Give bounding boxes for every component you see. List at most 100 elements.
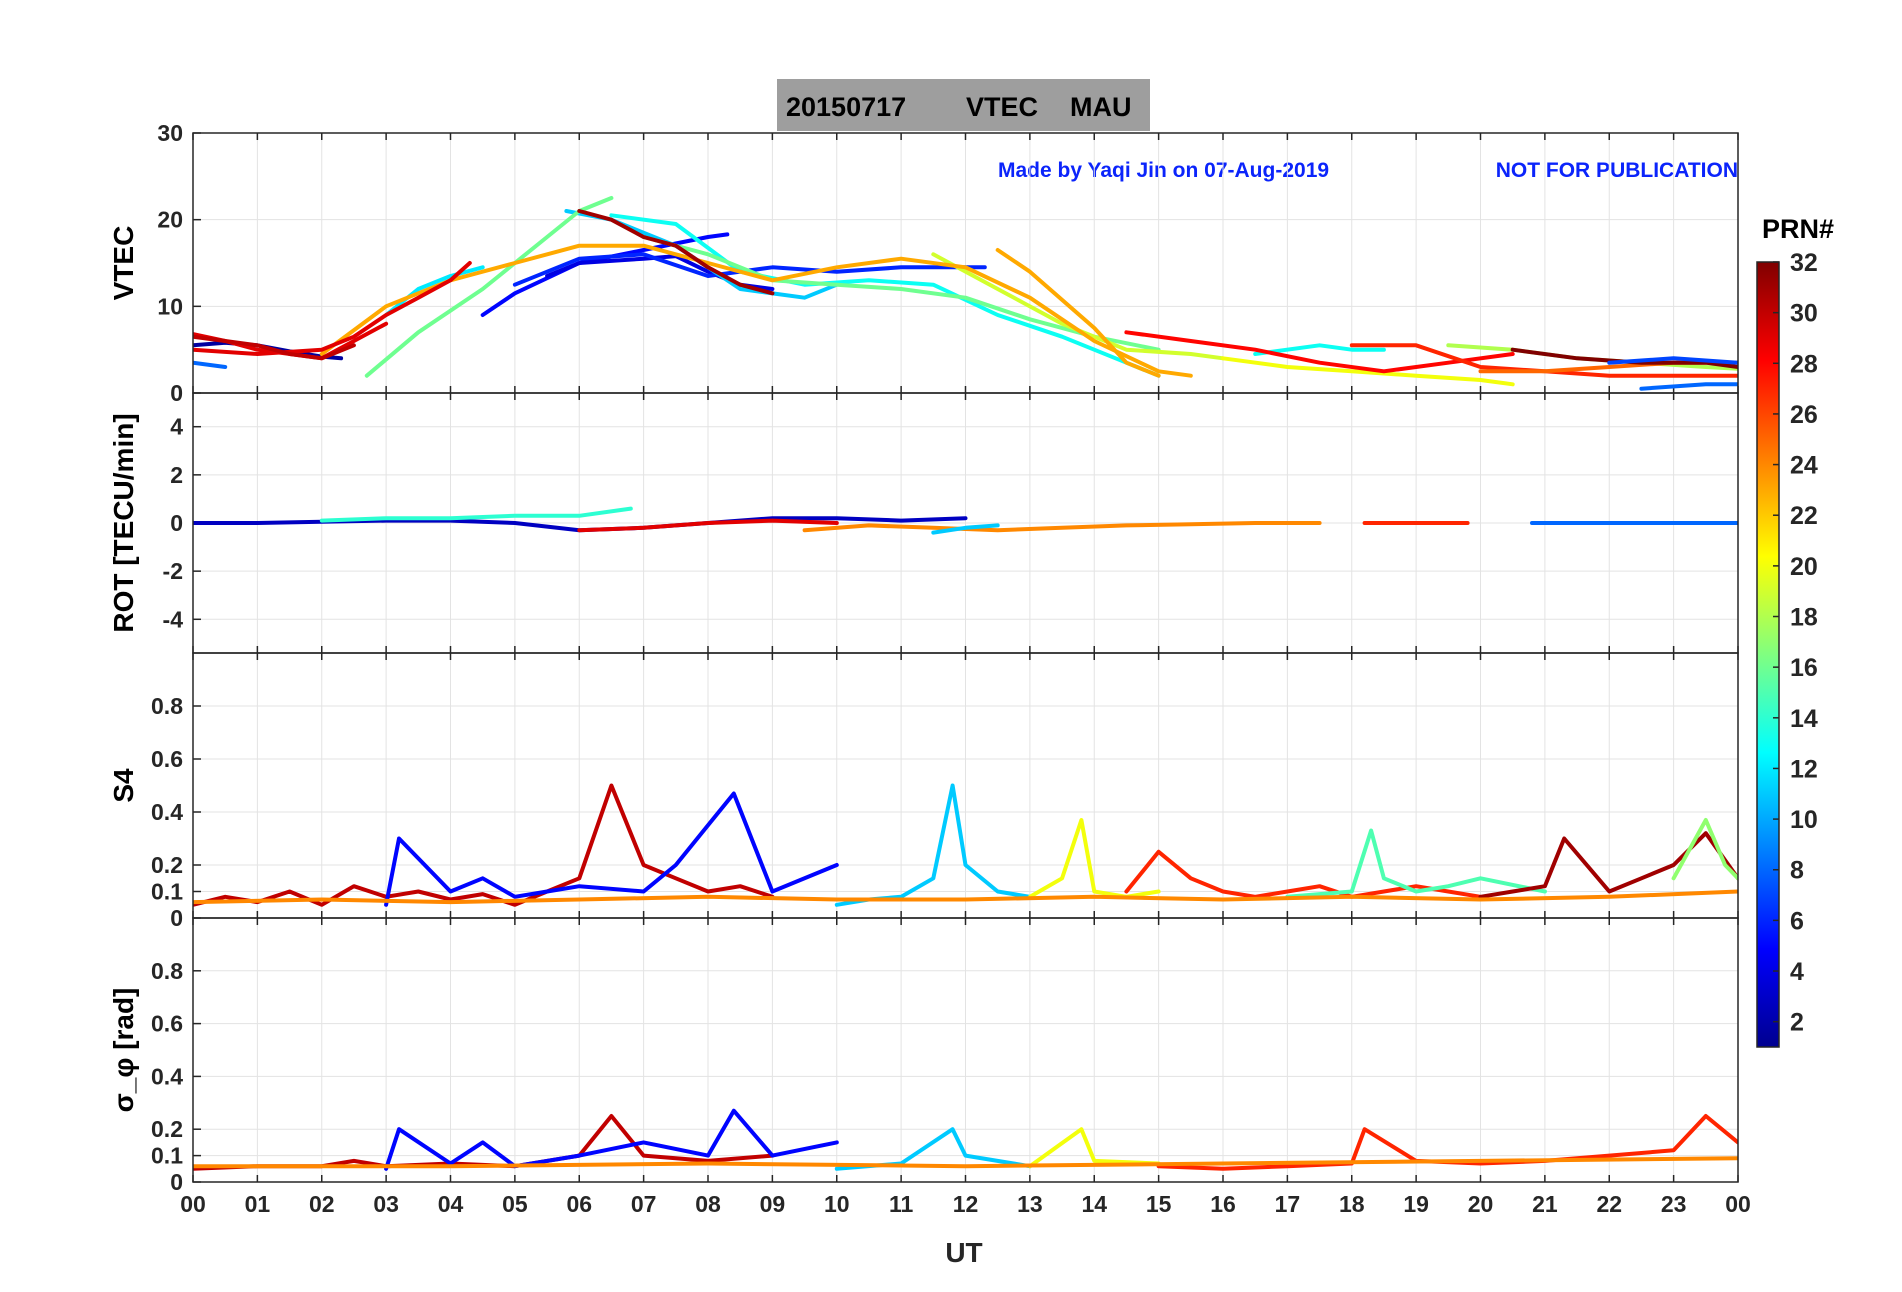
x-tick-label: 20	[1468, 1191, 1494, 1217]
panel-rot: -4 -2 0 2 4 ROT [TECU/min]	[108, 392, 1739, 654]
series-group-s4	[193, 783, 1738, 907]
x-tick-label: 12	[953, 1191, 979, 1217]
y-tick-label: 0	[170, 380, 183, 406]
y-tick-label: 0.8	[151, 693, 183, 719]
series-line-prn-19	[931, 252, 1225, 361]
x-tick-label: 04	[438, 1191, 464, 1217]
panel-frame	[192, 917, 1739, 1183]
series-line-prn-17	[1671, 818, 1738, 881]
series-line-prn-30	[193, 334, 356, 361]
colorbar-tick-label: 30	[1790, 300, 1818, 328]
series-line-prn-31	[577, 209, 775, 296]
y-axis-label-s4: S4	[108, 768, 139, 803]
colorbar-tick-label: 22	[1790, 502, 1818, 530]
x-tick-label: 01	[245, 1191, 271, 1217]
series-line-prn-16	[364, 196, 614, 378]
series-line-prn-24	[193, 889, 1738, 905]
series-line-prn-13	[1253, 343, 1386, 356]
x-tick-label: 03	[373, 1191, 399, 1217]
series-line-prn-11	[931, 523, 1000, 535]
series-line-prn-31	[1478, 831, 1738, 899]
y-tick-label: 0.6	[151, 746, 183, 772]
series-line-prn-28	[1124, 330, 1515, 374]
y-tick-label: 0.4	[151, 799, 183, 825]
series-group-sigma_phi	[193, 1108, 1738, 1171]
series-line-prn-8	[193, 360, 228, 369]
x-tick-label: 18	[1339, 1191, 1365, 1217]
y-tick-label: 0.1	[151, 879, 183, 905]
y-tick-label: 20	[157, 207, 183, 233]
series-line-prn-29	[193, 261, 472, 356]
colorbar-tick-label: 8	[1790, 857, 1804, 885]
y-tick-label: 0	[170, 1169, 183, 1195]
series-line-prn-30	[193, 783, 775, 907]
y-tick-label: 0	[170, 905, 183, 931]
series-line-prn-8	[1639, 382, 1738, 391]
colorbar-tick-label: 16	[1790, 654, 1818, 682]
x-tick-label: 19	[1403, 1191, 1429, 1217]
credit-notice: NOT FOR PUBLICATION	[1496, 159, 1738, 182]
y-tick-label: 0	[170, 510, 183, 536]
y-tick-label: 0.8	[151, 958, 183, 984]
colorbar-tick-label: 6	[1790, 907, 1804, 935]
series-group-rot	[193, 506, 1738, 535]
series-line-prn-7	[1607, 356, 1738, 365]
series-line-prn-13	[609, 213, 1161, 378]
panel-s4: 00.10.2 0.4 0.6 0.8 S4	[108, 652, 1739, 931]
y-tick-label: -2	[163, 558, 183, 584]
colorbar-label: PRN#	[1762, 214, 1834, 244]
x-tick-label: 10	[824, 1191, 850, 1217]
y-axis-label-rot: ROT [TECU/min]	[108, 413, 139, 632]
x-tick-label: 02	[309, 1191, 335, 1217]
series-line-prn-14	[319, 506, 633, 523]
title-station: MAU	[1070, 92, 1132, 122]
colorbar-tick-label: 2	[1790, 1009, 1804, 1037]
y-tick-label: 4	[170, 414, 183, 440]
series-line-prn-12	[384, 265, 485, 317]
y-tick-label: 0.6	[151, 1011, 183, 1037]
x-tick-label: 22	[1596, 1191, 1622, 1217]
x-tick-label: 08	[695, 1191, 721, 1217]
y-tick-label: 0.2	[151, 1116, 183, 1142]
series-line-prn-23	[995, 248, 1161, 378]
colorbar-tick-label: 10	[1790, 806, 1818, 834]
colorbar-tick-label: 24	[1790, 452, 1818, 480]
series-line-prn-24	[193, 1156, 1738, 1169]
x-tick-label: 23	[1661, 1191, 1687, 1217]
colorbar-tick-label: 18	[1790, 604, 1818, 632]
series-line-prn-11	[834, 1127, 1032, 1171]
colorbar-tick-label: 12	[1790, 755, 1818, 783]
chart-title: 20150717 VTEC MAU	[777, 79, 1150, 131]
x-tick-label: 13	[1017, 1191, 1043, 1217]
panel-sigma_phi: 00.10.2 0.4 0.6 0.8 σ_φ [rad]	[108, 917, 1739, 1195]
y-tick-label: -4	[163, 606, 184, 632]
x-axis-label: UT	[945, 1237, 982, 1268]
x-tick-label: 00	[1725, 1191, 1751, 1217]
series-line-prn-27	[1124, 849, 1483, 899]
colorbar-tick-label: 14	[1790, 705, 1818, 733]
series-line-prn-20	[1221, 356, 1515, 387]
y-tick-label: 0.2	[151, 852, 183, 878]
x-tick-label: 07	[631, 1191, 657, 1217]
y-tick-label: 0.4	[151, 1063, 183, 1089]
panel-vtec: 0 10 20 30 VTEC	[108, 120, 1739, 406]
colorbar-tick-label: 4	[1790, 958, 1804, 986]
series-line-prn-16	[641, 235, 1161, 352]
x-tick-label: 14	[1081, 1191, 1107, 1217]
colorbar-gradient	[1756, 261, 1780, 1048]
colorbar-tick-label: 28	[1790, 350, 1818, 378]
y-axis-label-sigma_phi: σ_φ [rad]	[108, 988, 139, 1113]
x-tick-label: 16	[1210, 1191, 1236, 1217]
y-axis-label-vtec: VTEC	[108, 226, 139, 301]
y-tick-label: 2	[170, 462, 183, 488]
x-tick-label: 09	[760, 1191, 786, 1217]
title-background	[777, 79, 1150, 131]
colorbar-tick-label: 20	[1790, 553, 1818, 581]
series-line-prn-29	[577, 518, 839, 533]
series-line-prn-5	[384, 1108, 839, 1171]
colorbar-tick-label: 26	[1790, 401, 1818, 429]
